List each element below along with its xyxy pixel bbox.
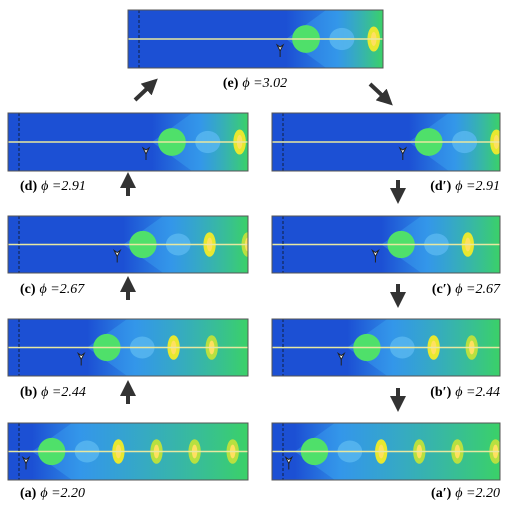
panel: (e)ϕ =3.02 xyxy=(128,10,383,91)
caption-phi: ϕ =2.67 xyxy=(40,282,86,297)
caption-phi: ϕ =2.20 xyxy=(40,486,85,501)
field xyxy=(272,319,500,376)
field xyxy=(272,216,500,273)
panel: (d′) ϕ =2.91 xyxy=(272,113,503,194)
caption: (a′)ϕ =2.20 xyxy=(431,486,500,501)
caption-letter: (a) xyxy=(20,486,37,501)
caption: (d′) ϕ =2.91 xyxy=(430,179,500,194)
caption-phi: ϕ =3.02 xyxy=(242,76,287,91)
caption-phi: ϕ =2.44 xyxy=(41,385,86,400)
caption: (b) ϕ =2.44 xyxy=(20,385,86,400)
caption-letter: (c′) xyxy=(432,282,452,297)
field xyxy=(128,10,383,68)
field xyxy=(272,423,502,480)
arrow xyxy=(135,84,152,100)
panel: (a)ϕ =2.20 xyxy=(8,423,248,501)
field xyxy=(272,113,503,171)
caption-letter: (b′) xyxy=(430,385,451,400)
field xyxy=(8,113,248,171)
panel: (c′)ϕ =2.67 xyxy=(272,216,501,297)
caption-letter: (a′) xyxy=(431,486,452,501)
caption: (d) ϕ =2.91 xyxy=(20,179,86,194)
caption-phi: ϕ =2.44 xyxy=(455,385,500,400)
caption: (e)ϕ =3.02 xyxy=(223,76,287,91)
caption-letter: (e) xyxy=(223,76,239,91)
caption-phi: ϕ =2.20 xyxy=(455,486,500,501)
panel: (b′) ϕ =2.44 xyxy=(272,319,500,400)
field xyxy=(8,216,254,273)
panel: (a′)ϕ =2.20 xyxy=(272,423,502,501)
caption: (c) ϕ =2.67 xyxy=(20,282,85,297)
arrow xyxy=(370,84,387,100)
field xyxy=(8,319,248,376)
caption-letter: (b) xyxy=(20,385,37,400)
caption-letter: (c) xyxy=(20,282,36,297)
field xyxy=(8,423,248,480)
panel: (c) ϕ =2.67 xyxy=(8,216,254,297)
caption-phi: ϕ =2.67 xyxy=(455,282,501,297)
caption-phi: ϕ =2.91 xyxy=(41,179,86,194)
figure: (e)ϕ =3.02 (d) ϕ =2.91 (c) ϕ =2.67 (b) ϕ =2.44… xyxy=(0,0,505,511)
caption-letter: (d′) xyxy=(430,179,451,194)
caption: (b′) ϕ =2.44 xyxy=(430,385,500,400)
caption-letter: (d) xyxy=(20,179,37,194)
caption: (c′)ϕ =2.67 xyxy=(432,282,501,297)
caption: (a)ϕ =2.20 xyxy=(20,486,85,501)
caption-phi: ϕ =2.91 xyxy=(455,179,500,194)
